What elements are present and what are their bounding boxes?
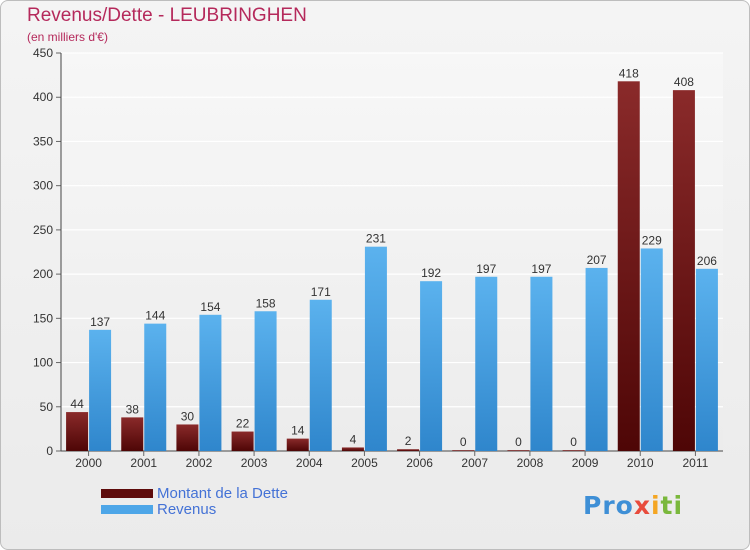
data-label-revenue-2002: 154 bbox=[200, 300, 220, 314]
bar-revenue-2006 bbox=[420, 281, 443, 451]
bar-debt-2006 bbox=[397, 449, 420, 451]
data-label-debt-2008: 0 bbox=[515, 435, 522, 449]
x-tick-label: 2011 bbox=[683, 456, 709, 470]
bar-debt-2002 bbox=[176, 424, 199, 451]
y-tick-label: 150 bbox=[33, 311, 53, 325]
x-tick-label: 2007 bbox=[461, 456, 488, 470]
data-label-revenue-2000: 137 bbox=[90, 315, 110, 329]
data-label-revenue-2010: 229 bbox=[642, 233, 662, 247]
y-tick-label: 350 bbox=[33, 134, 53, 148]
x-tick-label: 2010 bbox=[627, 456, 654, 470]
bar-debt-2011 bbox=[672, 90, 695, 451]
data-label-debt-2004: 14 bbox=[291, 424, 305, 438]
data-label-revenue-2006: 192 bbox=[421, 266, 441, 280]
data-label-debt-2011: 408 bbox=[674, 75, 694, 89]
data-label-debt-2005: 4 bbox=[350, 432, 357, 446]
y-tick-label: 0 bbox=[46, 444, 53, 458]
bar-debt-2000 bbox=[66, 412, 89, 451]
x-tick-label: 2000 bbox=[75, 456, 102, 470]
y-tick-label: 300 bbox=[33, 179, 53, 193]
proxiti-logo: Proxiti bbox=[583, 491, 684, 520]
y-tick-label: 250 bbox=[33, 223, 53, 237]
bar-revenue-2000 bbox=[89, 329, 112, 451]
bar-revenue-2008 bbox=[530, 276, 553, 451]
legend-label-debt: Montant de la Dette bbox=[157, 485, 288, 502]
x-tick-label: 2008 bbox=[517, 456, 544, 470]
data-label-revenue-2004: 171 bbox=[311, 285, 331, 299]
legend-label-revenue: Revenus bbox=[157, 501, 217, 518]
y-tick-label: 200 bbox=[33, 267, 53, 281]
data-label-revenue-2011: 206 bbox=[697, 254, 717, 268]
plot-area bbox=[61, 53, 723, 451]
bar-revenue-2001 bbox=[144, 323, 167, 451]
bar-debt-2007 bbox=[452, 450, 475, 451]
x-tick-label: 2005 bbox=[351, 456, 378, 470]
bar-revenue-2002 bbox=[199, 314, 222, 451]
data-label-revenue-2003: 158 bbox=[256, 296, 276, 310]
data-label-debt-2003: 22 bbox=[236, 417, 250, 431]
bar-debt-2010 bbox=[617, 81, 640, 452]
bar-revenue-2005 bbox=[364, 246, 387, 451]
x-tick-label: 2002 bbox=[186, 456, 213, 470]
x-tick-label: 2001 bbox=[130, 456, 157, 470]
bar-revenue-2010 bbox=[640, 248, 663, 451]
data-label-debt-2001: 38 bbox=[126, 402, 140, 416]
bar-debt-2001 bbox=[121, 417, 144, 451]
y-tick-label: 400 bbox=[33, 90, 53, 104]
bar-debt-2009 bbox=[562, 450, 585, 451]
y-tick-label: 100 bbox=[33, 356, 53, 370]
data-label-debt-2010: 418 bbox=[619, 66, 639, 80]
bar-debt-2003 bbox=[231, 431, 254, 451]
y-tick-label: 50 bbox=[40, 400, 54, 414]
data-label-revenue-2005: 231 bbox=[366, 232, 386, 246]
y-tick-label: 450 bbox=[33, 46, 53, 60]
bar-debt-2008 bbox=[507, 450, 530, 451]
legend-swatch-revenue bbox=[101, 505, 153, 514]
bar-debt-2005 bbox=[341, 447, 364, 451]
data-label-revenue-2001: 144 bbox=[145, 309, 165, 323]
x-tick-label: 2004 bbox=[296, 456, 323, 470]
data-label-debt-2002: 30 bbox=[181, 409, 195, 423]
data-label-revenue-2008: 197 bbox=[531, 262, 551, 276]
bar-debt-2004 bbox=[286, 438, 309, 451]
chart-title: Revenus/Dette - LEUBRINGHEN bbox=[27, 5, 307, 26]
data-label-revenue-2009: 207 bbox=[587, 253, 607, 267]
x-tick-label: 2003 bbox=[241, 456, 268, 470]
data-label-debt-2009: 0 bbox=[570, 435, 577, 449]
data-label-debt-2000: 44 bbox=[70, 397, 84, 411]
x-tick-label: 2009 bbox=[572, 456, 599, 470]
legend-swatch-debt bbox=[101, 489, 153, 498]
bar-revenue-2007 bbox=[475, 276, 498, 451]
data-label-debt-2006: 2 bbox=[405, 434, 412, 448]
bar-revenue-2009 bbox=[585, 267, 608, 451]
bar-revenue-2011 bbox=[695, 268, 718, 451]
data-label-debt-2007: 0 bbox=[460, 435, 467, 449]
x-tick-label: 2006 bbox=[406, 456, 433, 470]
bar-revenue-2004 bbox=[309, 299, 332, 451]
chart-subtitle: (en milliers d'€) bbox=[27, 30, 108, 44]
data-label-revenue-2007: 197 bbox=[476, 262, 496, 276]
bar-revenue-2003 bbox=[254, 311, 277, 451]
